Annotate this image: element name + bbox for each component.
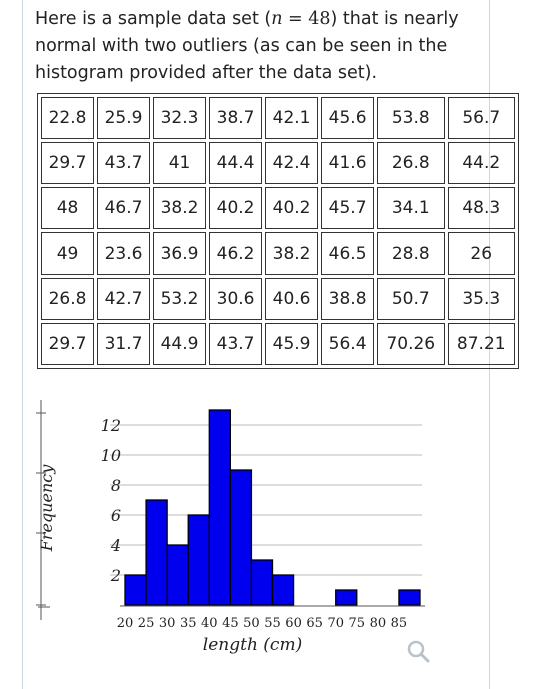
table-cell: 26 (447, 232, 515, 275)
table-cell: 48.3 (447, 187, 515, 230)
x-tick-label: 60 (285, 616, 302, 631)
histogram-bar (145, 499, 168, 606)
content-frame (22, 0, 490, 689)
table-cell: 26.8 (377, 142, 445, 185)
x-tick-label: 30 (159, 616, 176, 631)
table-cell: 44.9 (153, 322, 207, 365)
table-cell: 34.1 (377, 187, 445, 230)
table-cell: 22.8 (41, 97, 95, 140)
table-row: 29.7 43.7 41 44.4 42.4 41.6 26.8 44.2 (41, 142, 515, 185)
histogram-bar (335, 589, 358, 606)
table-cell: 44.4 (209, 142, 263, 185)
magnifier-icon[interactable] (405, 638, 433, 666)
y-axis-label: Frequency (37, 464, 56, 553)
intro-text-start: Here is a sample data set ( (35, 9, 272, 29)
histogram-bar (187, 514, 210, 606)
histogram-bar (208, 409, 232, 606)
table-cell: 56.4 (321, 322, 375, 365)
table-cell: 40.6 (265, 277, 319, 320)
table-cell: 42.7 (97, 277, 151, 320)
table-cell: 53.2 (153, 277, 207, 320)
x-tick-label: 35 (180, 616, 197, 631)
x-tick-label: 80 (370, 616, 387, 631)
intro-text-end: ) that is nearly normal with two outlier… (35, 9, 459, 83)
histogram-bar (166, 544, 189, 606)
x-axis-label: length (cm) (203, 635, 302, 655)
table-cell: 45.9 (265, 322, 319, 365)
table-cell: 31.7 (97, 322, 151, 365)
table-cell: 56.7 (447, 97, 515, 140)
table-cell: 41 (153, 142, 207, 185)
table-cell: 50.7 (377, 277, 445, 320)
table-cell: 38.7 (209, 97, 263, 140)
table-cell: 32.3 (153, 97, 207, 140)
table-cell: 44.2 (447, 142, 515, 185)
x-tick-label: 45 (222, 616, 239, 631)
table-cell: 36.9 (153, 232, 207, 275)
table-cell: 38.2 (153, 187, 207, 230)
y-tick-label: 12 (101, 416, 121, 435)
x-tick-label: 50 (243, 616, 260, 631)
table-cell: 41.6 (321, 142, 375, 185)
table-cell: 23.6 (97, 232, 151, 275)
table-cell: 28.8 (377, 232, 445, 275)
data-table: 22.8 25.9 32.3 38.7 42.1 45.6 53.8 56.7 29.7 43.7… (37, 93, 519, 369)
y-tick-label: 2 (110, 566, 121, 585)
table-cell: 29.7 (41, 142, 95, 185)
table-cell: 30.6 (209, 277, 263, 320)
x-tick-label: 75 (349, 616, 366, 631)
table-cell: 26.8 (41, 277, 95, 320)
x-tick-label: 85 (391, 616, 408, 631)
table-cell: 43.7 (97, 142, 151, 185)
table-row: 22.8 25.9 32.3 38.7 42.1 45.6 53.8 56.7 (41, 97, 515, 140)
table-row: 26.8 42.7 53.2 30.6 40.6 38.8 50.7 35.3 (41, 277, 515, 320)
table-cell: 29.7 (41, 322, 95, 365)
histogram-bar (124, 574, 147, 606)
table-cell: 87.21 (447, 322, 515, 365)
histogram-bar (398, 589, 421, 606)
table-cell: 25.9 (97, 97, 151, 140)
sample-size-equation: = 48 (282, 9, 331, 29)
table-cell: 40.2 (209, 187, 263, 230)
y-tick-label: 8 (111, 476, 121, 495)
x-tick-label: 20 (117, 616, 134, 631)
x-tick-label: 55 (264, 616, 281, 631)
y-tick-label: 10 (101, 446, 121, 465)
x-tick-label: 40 (201, 616, 218, 631)
table-cell: 53.8 (377, 97, 445, 140)
table-row: 49 23.6 36.9 46.2 38.2 46.5 28.8 26 (41, 232, 515, 275)
table-cell: 42.1 (265, 97, 319, 140)
table-cell: 43.7 (209, 322, 263, 365)
y-tick-label: 4 (110, 536, 121, 555)
histogram-bar (271, 574, 295, 606)
histogram-chart: 2 4 6 8 10 12 20 25 30 35 40 45 50 55 60 65 70 75 80 85 leng… (36, 400, 425, 655)
table-cell: 48 (41, 187, 95, 230)
table-cell: 46.5 (321, 232, 375, 275)
table-cell: 40.2 (265, 187, 319, 230)
y-tick-label: 6 (111, 506, 121, 525)
histogram-bar (250, 559, 274, 606)
table-cell: 45.7 (321, 187, 375, 230)
table-cell: 35.3 (447, 277, 515, 320)
sample-size-variable: n (271, 9, 283, 29)
table-cell: 46.7 (97, 187, 151, 230)
table-cell: 38.2 (265, 232, 319, 275)
x-tick-label: 65 (306, 616, 323, 631)
table-cell: 45.6 (321, 97, 375, 140)
table-cell: 70.26 (377, 322, 445, 365)
x-tick-label: 25 (138, 616, 155, 631)
table-cell: 46.2 (209, 232, 263, 275)
table-row: 29.7 31.7 44.9 43.7 45.9 56.4 70.26 87.21 (41, 322, 515, 365)
table-cell: 38.8 (321, 277, 375, 320)
intro-paragraph: Here is a sample data set (n = 48) that … (35, 6, 485, 87)
table-row: 48 46.7 38.2 40.2 40.2 45.7 34.1 48.3 (41, 187, 515, 230)
table-cell: 42.4 (265, 142, 319, 185)
histogram-bar (229, 469, 253, 606)
table-cell: 49 (41, 232, 95, 275)
x-tick-label: 70 (327, 616, 344, 631)
